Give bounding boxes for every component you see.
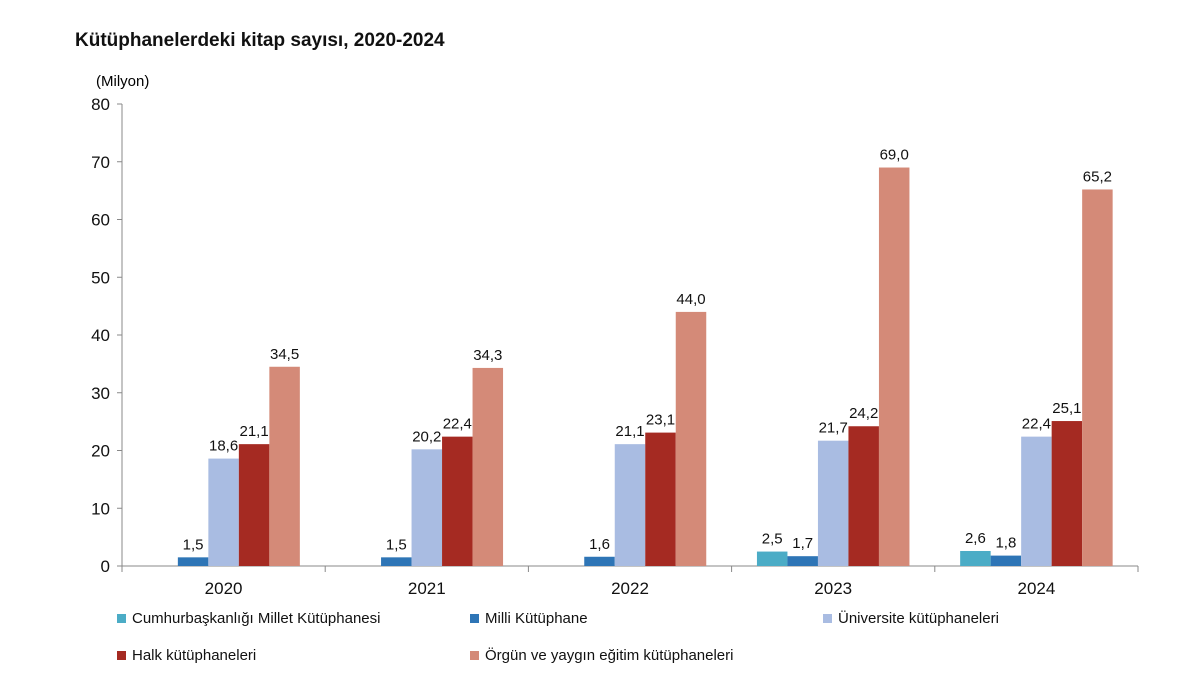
bar <box>878 167 910 566</box>
bar <box>381 557 412 566</box>
bar <box>848 426 879 566</box>
data-label: 1,6 <box>589 536 610 553</box>
bar <box>238 444 270 566</box>
data-label: 44,0 <box>676 291 705 308</box>
y-tick-label: 70 <box>91 153 110 172</box>
data-label: 1,8 <box>995 535 1016 552</box>
x-tick-label: 2023 <box>814 579 852 598</box>
data-label: 24,2 <box>849 405 878 422</box>
y-axis-label: (Milyon) <box>96 73 149 90</box>
data-label: 69,0 <box>880 147 909 164</box>
bar <box>787 556 818 566</box>
bar <box>817 440 849 566</box>
y-tick-label: 50 <box>91 268 110 287</box>
data-label: 22,4 <box>1022 416 1051 433</box>
data-label: 1,5 <box>386 536 407 553</box>
y-tick-label: 30 <box>91 384 110 403</box>
data-label: 2,5 <box>762 531 783 548</box>
bar <box>756 551 788 566</box>
chart-title: Kütüphanelerdeki kitap sayısı, 2020-2024 <box>75 30 445 51</box>
data-label: 18,6 <box>209 438 238 455</box>
bar <box>614 444 646 566</box>
bar <box>990 555 1022 566</box>
data-label: 21,1 <box>615 423 644 440</box>
bar <box>584 556 615 566</box>
data-label: 21,1 <box>239 423 268 440</box>
y-tick-label: 60 <box>91 211 110 230</box>
bar <box>177 557 209 566</box>
y-tick-label: 10 <box>91 499 110 518</box>
y-tick-label: 20 <box>91 442 110 461</box>
x-tick-label: 2020 <box>205 579 243 598</box>
data-label: 65,2 <box>1083 168 1112 185</box>
bar <box>1051 421 1083 566</box>
data-label: 22,4 <box>443 416 472 433</box>
bar <box>442 436 473 566</box>
data-label: 23,1 <box>646 412 675 429</box>
bars <box>177 167 1113 566</box>
data-label: 20,2 <box>412 428 441 445</box>
x-tick-label: 2024 <box>1017 579 1055 598</box>
data-label: 1,5 <box>183 536 204 553</box>
data-label: 1,7 <box>792 535 813 552</box>
bar <box>1021 436 1052 566</box>
bar <box>208 458 239 566</box>
data-label: 25,1 <box>1052 400 1081 417</box>
bar <box>472 367 504 566</box>
data-label: 2,6 <box>965 530 986 547</box>
x-tick-label: 2022 <box>611 579 649 598</box>
bar <box>1082 189 1113 566</box>
bar <box>960 550 991 566</box>
bar <box>411 449 443 566</box>
y-tick-label: 40 <box>91 326 110 345</box>
value-labels: 1,518,621,134,51,520,222,434,31,621,123,… <box>183 147 1112 554</box>
bar <box>675 311 707 566</box>
data-label: 34,5 <box>270 346 299 363</box>
y-tick-label: 80 <box>91 95 110 114</box>
bar <box>269 366 300 566</box>
data-label: 34,3 <box>473 347 502 364</box>
x-tick-label: 2021 <box>408 579 446 598</box>
bar <box>645 432 676 566</box>
data-label: 21,7 <box>819 420 848 437</box>
y-tick-label: 0 <box>101 557 110 576</box>
